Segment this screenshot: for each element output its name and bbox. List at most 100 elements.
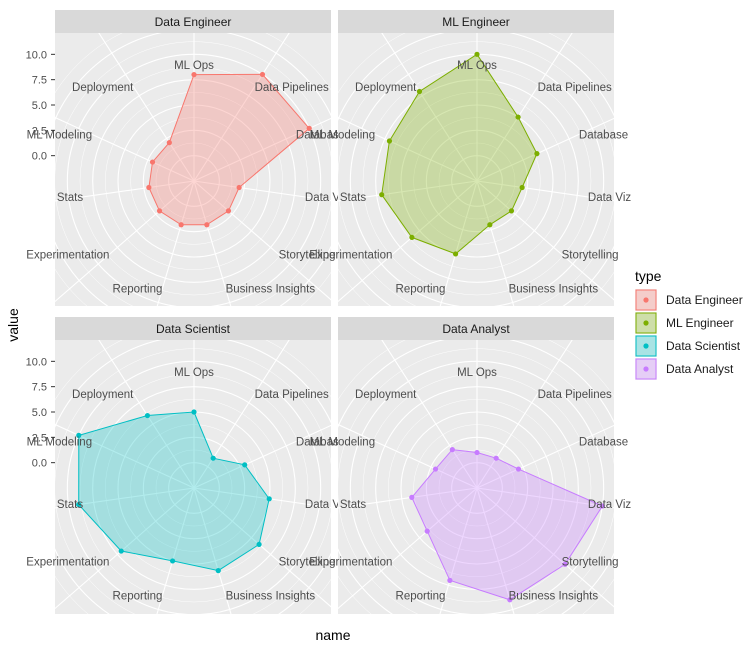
data-point-ml-ops [474,449,480,456]
data-point-reporting [447,577,453,583]
category-label-business-insights: Business Insights [226,591,316,603]
grid-spoke [55,487,195,509]
category-label-data-pipelines: Data Pipelines [255,82,329,94]
y-tick-label: 10.0 [26,356,47,368]
data-point-stats [379,192,385,198]
data-point-reporting [169,558,176,564]
category-label-storytelling: Storytelling [562,249,619,261]
data-point-experimentation [118,548,124,554]
panel-plot-area [55,340,331,614]
grid-spoke [476,340,573,489]
category-label-ml-ops: ML Ops [174,60,214,72]
facet-panel-data-scientist: Data Scientist ML Ops Data Pipelines Databa… [26,317,349,614]
data-point-business-insights [507,597,513,603]
grid-spoke [156,180,195,306]
facet-panel-data-engineer: Data Engineer ML Ops Data Pipelines Databas… [26,10,349,306]
legend-point [643,320,649,326]
y-tick-label: 10.0 [26,49,47,61]
data-point-storytelling [562,561,568,567]
data-point-experimentation [156,208,163,214]
legend-label-data-analyst: Data Analyst [666,362,734,376]
y-tick-label: 0.0 [32,151,47,163]
grid-spoke [156,487,195,614]
y-tick-label: 7.5 [32,75,47,87]
grid-spoke [476,180,614,202]
category-label-experimentation: Experimentation [309,249,392,261]
data-point-data-viz [236,184,242,191]
data-point-experimentation [409,234,415,241]
data-point-stats [76,501,82,508]
grid-spoke [55,423,195,489]
facet-strip-label: ML Engineer [442,15,510,29]
category-label-experimentation: Experimentation [26,249,109,261]
y-tick-label: 2.5 [32,125,47,137]
data-point-ml-modeling [76,432,82,438]
category-label-database: Database [296,130,345,142]
category-label-business-insights: Business Insights [226,284,316,296]
category-label-ml-modeling: ML Modeling [310,437,375,449]
data-point-data-viz [519,184,525,191]
legend-label-ml-engineer: ML Engineer [666,316,734,330]
data-point-data-pipelines [493,455,499,461]
grid-spoke [193,117,331,182]
grid-spoke [476,180,515,306]
category-label-data-viz: Data Viz [588,499,632,511]
data-point-deployment [144,412,151,419]
grid-spoke [476,487,515,614]
category-label-experimentation: Experimentation [26,556,109,568]
data-point-data-viz [599,503,605,509]
facet-strip-label: Data Analyst [442,322,510,336]
grid-spoke [193,424,331,489]
grid-spoke [338,180,478,303]
category-label-ml-modeling: ML Modeling [27,130,92,142]
category-label-business-insights: Business Insights [509,591,599,603]
y-axis-title: value [5,308,21,342]
facet-panel-data-analyst: Data Analyst ML Ops Data Pipelines Database… [309,317,632,614]
legend-point [643,366,649,372]
category-label-stats: Stats [57,192,83,204]
data-point-business-insights [487,222,493,228]
category-label-stats: Stats [340,192,366,204]
y-tick-label: 5.0 [32,100,47,112]
grid-spoke [55,180,195,202]
grid-spoke [338,180,478,202]
category-label-data-pipelines: Data Pipelines [538,82,612,94]
grid-spoke [193,180,331,202]
data-point-business-insights [215,568,221,574]
grid-spoke [55,487,195,610]
legend: type Data Engineer ML Engineer Data Scienti… [635,268,743,380]
data-point-stats [146,184,152,191]
data-point-deployment [166,140,172,146]
grid-spoke [476,487,614,509]
panel-plot-area [338,340,614,614]
data-point-ml-modeling [149,159,156,165]
category-label-deployment: Deployment [72,82,134,94]
grid-spoke [476,487,614,608]
data-point-storytelling [508,208,515,214]
legend-label-data-engineer: Data Engineer [666,293,743,307]
category-label-data-viz: Data Viz [305,499,349,511]
grid-spoke [193,33,290,182]
category-label-stats: Stats [340,499,366,511]
data-point-data-pipelines [515,114,521,120]
category-label-data-viz: Data Viz [305,192,349,204]
data-point-deployment [449,447,455,453]
panel-plot-area [338,33,614,306]
grid-spoke [439,180,478,306]
data-point-database [534,151,540,157]
data-point-experimentation [424,528,430,534]
category-label-database: Database [579,130,628,142]
category-label-reporting: Reporting [396,284,446,296]
series-area-data-scientist [78,411,270,572]
y-tick-label: 2.5 [32,432,47,444]
y-tick-label: 0.0 [32,458,47,470]
legend-title: type [635,268,662,284]
grid-spoke [381,340,478,489]
grid-spoke [98,340,195,489]
category-label-deployment: Deployment [72,389,134,401]
data-point-ml-ops [191,409,197,415]
facet-strip-label: Data Scientist [156,322,231,336]
legend-point [643,343,649,349]
grid-spoke [193,487,331,608]
data-point-stats [409,494,415,500]
